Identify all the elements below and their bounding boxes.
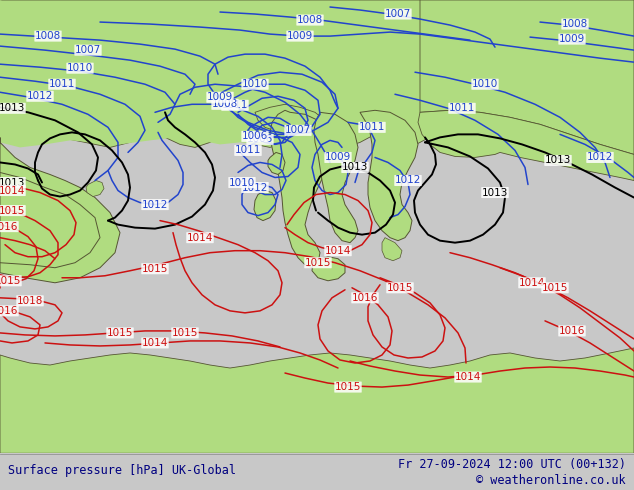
Polygon shape	[255, 104, 325, 134]
Polygon shape	[382, 238, 402, 261]
Text: 1014: 1014	[325, 245, 351, 256]
Text: 1007: 1007	[75, 45, 101, 55]
Polygon shape	[418, 110, 634, 180]
Text: 1013: 1013	[0, 103, 25, 113]
Text: Surface pressure [hPa] UK-Global: Surface pressure [hPa] UK-Global	[8, 464, 236, 477]
Text: 1013: 1013	[482, 188, 508, 197]
Polygon shape	[0, 172, 100, 268]
Text: 1009: 1009	[207, 92, 233, 102]
Text: 1015: 1015	[335, 382, 361, 392]
Text: 1015: 1015	[142, 264, 168, 274]
Text: 1007: 1007	[285, 125, 311, 135]
Text: 1018: 1018	[17, 296, 43, 306]
Text: 1011: 1011	[235, 146, 261, 155]
Text: 1006: 1006	[242, 131, 268, 142]
Text: 1015: 1015	[107, 328, 133, 338]
Text: 1013: 1013	[342, 163, 368, 172]
Text: 1016: 1016	[0, 306, 18, 316]
Text: © weatheronline.co.uk: © weatheronline.co.uk	[476, 473, 626, 487]
Text: 1010: 1010	[242, 79, 268, 89]
Text: 1014: 1014	[455, 372, 481, 382]
Text: 1015: 1015	[172, 328, 198, 338]
Text: 1008: 1008	[297, 15, 323, 25]
Text: 1015: 1015	[0, 276, 21, 286]
Text: 1012: 1012	[587, 152, 613, 162]
Text: 1007: 1007	[385, 9, 411, 19]
Text: 1011: 1011	[222, 100, 248, 110]
Text: 1013: 1013	[0, 177, 25, 188]
Polygon shape	[0, 348, 634, 453]
Polygon shape	[270, 110, 332, 268]
Polygon shape	[0, 0, 634, 147]
Text: 1009: 1009	[287, 31, 313, 41]
Text: Fr 27-09-2024 12:00 UTC (00+132): Fr 27-09-2024 12:00 UTC (00+132)	[398, 458, 626, 471]
Text: 1012: 1012	[142, 199, 168, 210]
Text: 1011: 1011	[49, 79, 75, 89]
Text: 1008: 1008	[212, 99, 238, 109]
Text: 1016: 1016	[0, 221, 18, 232]
Text: 1008: 1008	[562, 19, 588, 29]
Text: 1010: 1010	[229, 177, 255, 188]
Text: 1016: 1016	[559, 326, 585, 336]
Text: 1011: 1011	[449, 103, 476, 113]
Text: 1008: 1008	[35, 31, 61, 41]
Text: 1014: 1014	[519, 278, 545, 288]
Text: 1009: 1009	[559, 34, 585, 44]
Polygon shape	[312, 257, 345, 281]
Text: 1015: 1015	[542, 283, 568, 293]
Text: 1009: 1009	[325, 152, 351, 162]
Polygon shape	[86, 180, 104, 196]
Text: 1014: 1014	[187, 233, 213, 243]
Text: 1016: 1016	[352, 293, 378, 303]
Polygon shape	[420, 0, 634, 154]
Polygon shape	[314, 112, 358, 243]
Polygon shape	[0, 137, 120, 283]
Text: 1013: 1013	[545, 155, 571, 166]
Polygon shape	[360, 110, 418, 241]
Polygon shape	[254, 191, 276, 220]
Text: 1006: 1006	[247, 134, 273, 145]
Text: 1015: 1015	[305, 258, 331, 268]
Text: 1010: 1010	[67, 63, 93, 73]
Text: 1012: 1012	[242, 182, 268, 193]
Text: 1012: 1012	[27, 91, 53, 101]
Text: 1012: 1012	[395, 175, 421, 186]
Polygon shape	[268, 152, 285, 174]
Polygon shape	[0, 365, 634, 453]
Text: 1014: 1014	[142, 338, 168, 348]
Text: 1014: 1014	[0, 186, 25, 196]
Polygon shape	[0, 0, 275, 147]
Text: 1015: 1015	[0, 206, 25, 216]
Text: 1010: 1010	[472, 79, 498, 89]
Text: 1011: 1011	[359, 122, 385, 132]
Text: 1015: 1015	[387, 283, 413, 293]
